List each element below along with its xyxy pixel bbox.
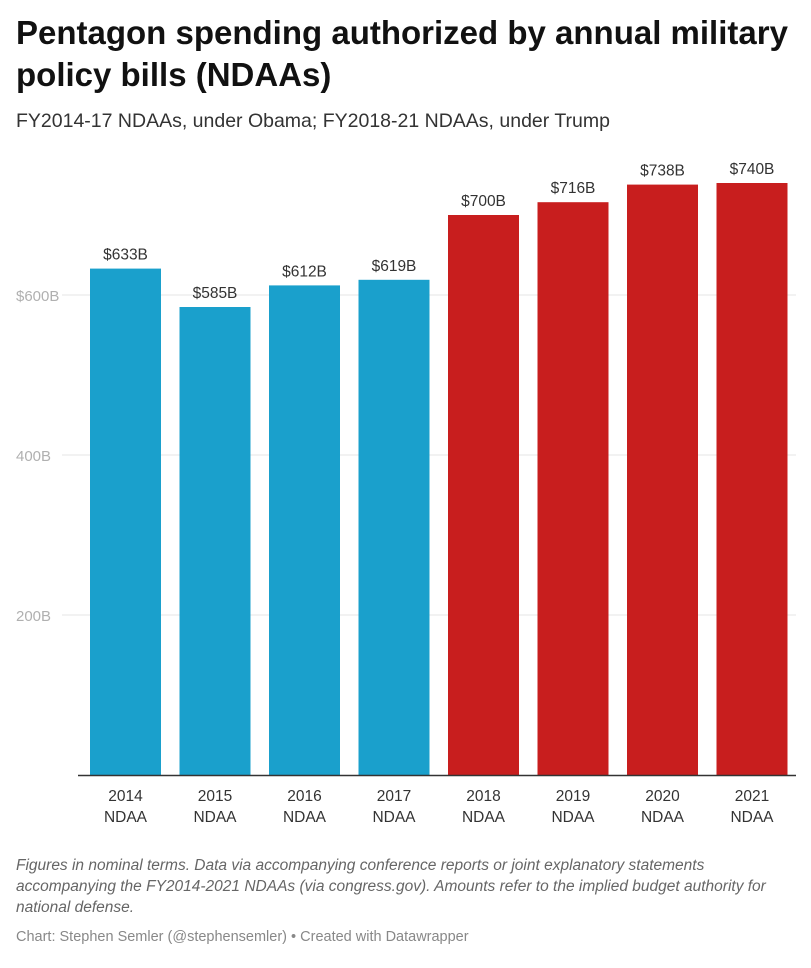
x-tick-label-suffix: NDAA bbox=[104, 809, 148, 826]
bar-value-label: $585B bbox=[193, 285, 238, 302]
x-tick-label-suffix: NDAA bbox=[372, 809, 416, 826]
bar-value-label: $716B bbox=[551, 180, 596, 197]
x-tick-label: 2016 bbox=[287, 788, 321, 805]
chart-notes: Figures in nominal terms. Data via accom… bbox=[16, 857, 766, 916]
x-tick-label: 2021 bbox=[735, 788, 769, 805]
bar bbox=[90, 268, 161, 775]
x-tick-label-suffix: NDAA bbox=[551, 809, 595, 826]
bar bbox=[269, 285, 340, 775]
bar-value-label: $740B bbox=[730, 161, 775, 178]
x-tick-label-suffix: NDAA bbox=[462, 809, 506, 826]
y-tick-label: $600B bbox=[16, 288, 59, 305]
y-tick-label: 200B bbox=[16, 608, 51, 625]
bar bbox=[716, 183, 788, 775]
x-tick-label-suffix: NDAA bbox=[730, 809, 774, 826]
x-tick-label: 2014 bbox=[108, 788, 143, 805]
x-tick-label-suffix: NDAA bbox=[641, 809, 685, 826]
chart-credit: Chart: Stephen Semler (@stephensemler) •… bbox=[16, 929, 469, 945]
bar-value-label: $633B bbox=[103, 247, 148, 264]
bar bbox=[179, 307, 251, 775]
x-tick-label: 2018 bbox=[466, 788, 500, 805]
x-tick-label-suffix: NDAA bbox=[283, 809, 327, 826]
bar bbox=[627, 184, 698, 776]
bar-value-label: $700B bbox=[461, 193, 506, 210]
chart-title: Pentagon spending authorized by annual m… bbox=[16, 14, 788, 93]
y-tick-label: 400B bbox=[16, 448, 51, 465]
bar bbox=[448, 215, 519, 775]
bar-chart: 200B 400B $600B $633B 2014 NDAA $585B 2015 NDAA $… bbox=[16, 161, 796, 826]
bar-value-label: $612B bbox=[282, 263, 327, 280]
x-tick-label-suffix: NDAA bbox=[193, 809, 237, 826]
bar-value-label: $619B bbox=[372, 258, 417, 275]
x-tick-label: 2019 bbox=[556, 788, 590, 805]
bar bbox=[358, 279, 430, 775]
bar bbox=[537, 202, 609, 775]
x-tick-label: 2017 bbox=[377, 788, 411, 805]
x-tick-label: 2015 bbox=[198, 788, 232, 805]
chart-subtitle: FY2014-17 NDAAs, under Obama; FY2018-21 … bbox=[16, 110, 610, 132]
bar-value-label: $738B bbox=[640, 163, 685, 180]
x-tick-label: 2020 bbox=[645, 788, 680, 805]
